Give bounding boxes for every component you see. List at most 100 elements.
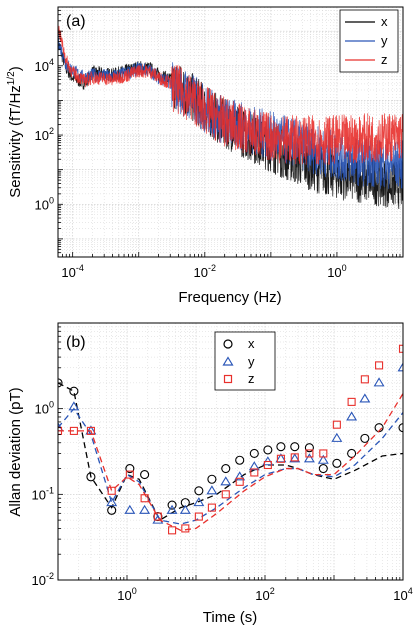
data-point-z bbox=[398, 344, 403, 353]
data-point-z bbox=[360, 375, 369, 384]
data-point-y bbox=[234, 471, 246, 481]
plot-frame-b bbox=[57, 322, 404, 581]
data-point-z bbox=[375, 361, 384, 370]
legend-text-z-b: z bbox=[248, 371, 255, 386]
panel-b: 100 102 104 10-2 10-1 100 (b) Time (s) Allan … bbox=[7, 322, 413, 626]
data-point-z bbox=[153, 512, 162, 521]
x-axis-label-b: Time (s) bbox=[203, 609, 257, 626]
series-line-z bbox=[58, 25, 403, 165]
legend-text-x-b: x bbox=[248, 336, 255, 351]
data-point-z bbox=[125, 470, 134, 479]
data-point-x bbox=[360, 433, 370, 443]
y-tick-label: 100 bbox=[35, 400, 54, 417]
data-point-x bbox=[107, 505, 117, 515]
ticks-a: 10-4 10-2 100 100 102 104 bbox=[35, 6, 404, 280]
data-point-z bbox=[319, 449, 328, 458]
x-axis-label-a: Frequency (Hz) bbox=[178, 289, 281, 306]
x-tick-label: 10-4 bbox=[61, 263, 83, 280]
plot-frame-a bbox=[57, 6, 404, 258]
legend-text-y-a: y bbox=[381, 33, 388, 48]
data-point-x bbox=[276, 442, 286, 452]
data-point-x bbox=[332, 458, 342, 468]
data-point-z bbox=[69, 426, 78, 435]
series-a bbox=[58, 25, 403, 209]
data-point-y bbox=[289, 453, 301, 463]
data-point-y bbox=[124, 504, 136, 514]
data-point-x bbox=[125, 463, 135, 474]
data-point-x bbox=[398, 423, 403, 433]
fit-line-x bbox=[58, 382, 403, 522]
data-point-y bbox=[139, 504, 151, 514]
data-point-x bbox=[86, 472, 96, 482]
data-point-z bbox=[168, 526, 177, 535]
legend-marker-z bbox=[223, 374, 233, 384]
y-axis-label-b: Allan deviation (pT) bbox=[7, 387, 24, 516]
ticks-b: 100 102 104 10-2 10-1 100 bbox=[32, 322, 413, 603]
data-point-x bbox=[167, 500, 177, 510]
y-tick-label: 100 bbox=[35, 195, 54, 212]
data-point-z bbox=[58, 426, 63, 435]
legend-text-y-b: y bbox=[248, 354, 255, 369]
y-tick-label: 10-2 bbox=[32, 571, 54, 588]
data-point-x bbox=[304, 443, 314, 453]
data-point-x bbox=[58, 378, 63, 388]
data-point-y bbox=[317, 454, 329, 464]
data-point-z bbox=[250, 468, 259, 477]
x-tick-label: 100 bbox=[327, 263, 346, 280]
data-point-z bbox=[181, 524, 190, 533]
data-point-z bbox=[332, 420, 341, 429]
legend-text-z-a: z bbox=[381, 52, 388, 67]
data-point-y bbox=[179, 504, 191, 514]
data-point-z bbox=[263, 460, 272, 470]
data-point-y bbox=[303, 453, 315, 463]
y-tick-label: 10-1 bbox=[32, 485, 54, 502]
data-point-z bbox=[107, 486, 116, 495]
data-point-y bbox=[68, 401, 80, 411]
legend-marker-y bbox=[222, 356, 234, 366]
data-point-y bbox=[166, 504, 178, 514]
data-point-y bbox=[373, 377, 385, 387]
grid-a bbox=[57, 6, 404, 258]
legend-text-x-a: x bbox=[381, 14, 388, 29]
x-tick-label: 104 bbox=[393, 586, 412, 603]
data-point-z bbox=[140, 494, 149, 503]
data-point-x bbox=[263, 445, 273, 455]
data-point-y bbox=[206, 485, 218, 495]
data-point-x bbox=[249, 448, 259, 459]
data-point-y bbox=[397, 362, 403, 372]
data-point-z bbox=[207, 503, 216, 512]
data-point-x bbox=[207, 474, 217, 484]
data-point-z bbox=[276, 454, 285, 463]
data-point-z bbox=[86, 426, 95, 435]
legend-marker-x bbox=[223, 339, 233, 349]
panel-label-a: (a) bbox=[66, 13, 86, 30]
panel-label-b: (b) bbox=[66, 334, 86, 351]
data-point-y bbox=[331, 432, 343, 442]
data-point-z bbox=[235, 477, 244, 486]
y-axis-label-a-sup: 1/2 bbox=[6, 71, 17, 85]
data-point-z bbox=[221, 490, 230, 499]
data-point-z bbox=[347, 397, 356, 406]
data-point-x bbox=[221, 463, 231, 474]
series-b bbox=[58, 344, 403, 535]
data-point-x bbox=[347, 448, 357, 459]
data-point-y bbox=[248, 461, 260, 471]
data-point-x bbox=[290, 442, 300, 452]
y-tick-label: 104 bbox=[35, 57, 54, 74]
data-point-z bbox=[194, 512, 203, 521]
x-tick-label: 102 bbox=[255, 586, 274, 603]
x-tick-label: 100 bbox=[117, 586, 136, 603]
data-point-y bbox=[106, 497, 118, 507]
data-point-x bbox=[235, 455, 245, 465]
data-point-y bbox=[220, 476, 232, 486]
data-point-x bbox=[318, 463, 328, 474]
y-axis-label-a-main: Sensitivity (fT/Hz bbox=[7, 85, 24, 198]
data-point-x bbox=[69, 386, 79, 396]
legend-b: x y z bbox=[214, 331, 276, 391]
data-point-y bbox=[193, 497, 205, 507]
data-point-y bbox=[346, 411, 358, 421]
data-point-x bbox=[194, 486, 204, 496]
y-tick-label: 102 bbox=[35, 126, 54, 143]
